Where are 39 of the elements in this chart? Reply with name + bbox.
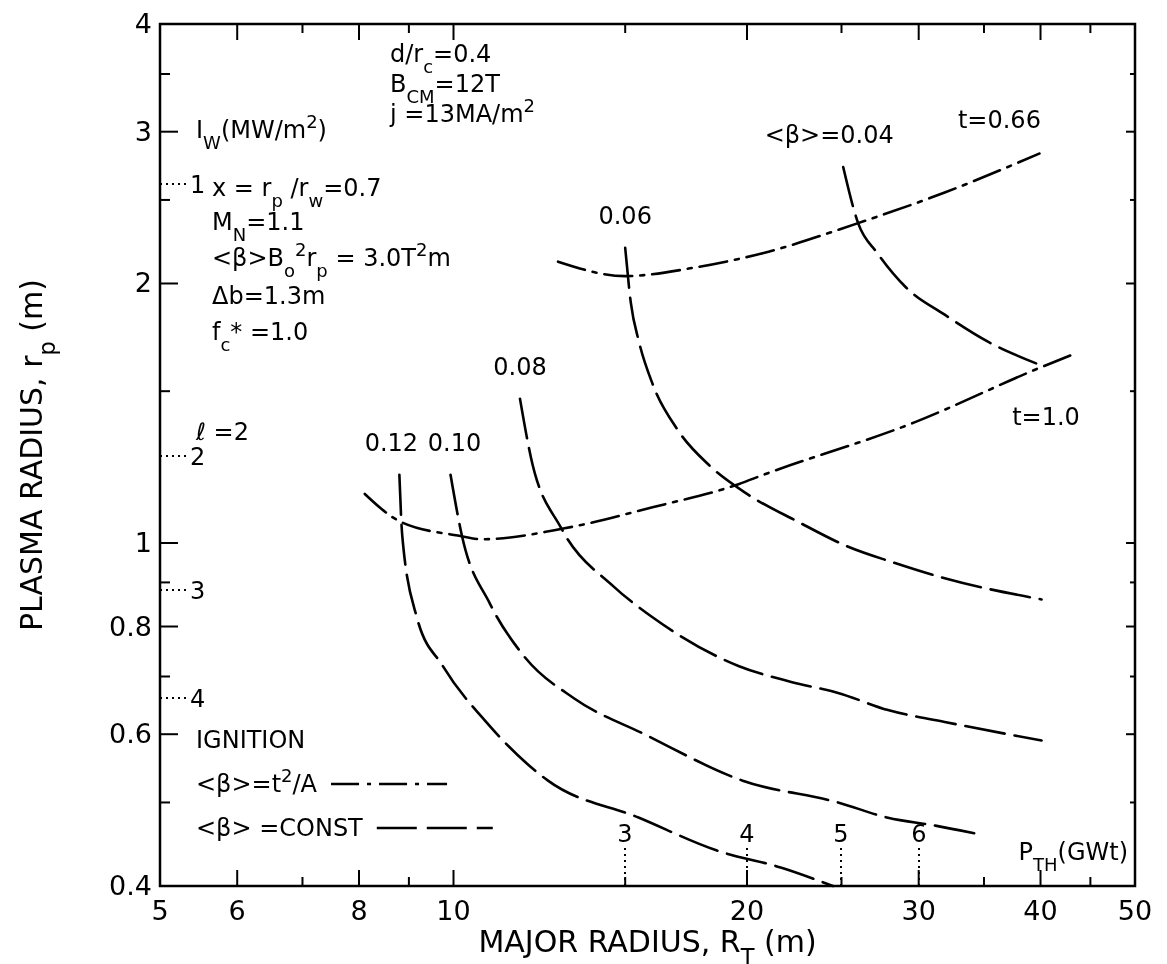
annotation: 4	[190, 685, 206, 713]
annotation: 6	[911, 820, 927, 848]
annotation: <β> =CONST	[196, 814, 364, 842]
x-tick-label: 8	[350, 895, 368, 926]
annotation: ℓ =2	[195, 418, 249, 446]
y-tick-label: 0.4	[109, 870, 152, 901]
x-tick-label: 20	[729, 895, 765, 926]
annotation: 5	[833, 820, 849, 848]
annotation: 4	[739, 820, 755, 848]
y-tick-label: 2	[134, 267, 152, 299]
x-tick-label: 10	[436, 895, 471, 926]
series-label: t=1.0	[1012, 403, 1080, 432]
y-tick-label: 1	[134, 526, 152, 558]
annotation: 1	[190, 171, 206, 199]
annotation: f$_{c}$* =1.0	[212, 318, 309, 355]
annotation: P$_{TH}$(GWt)	[1018, 838, 1128, 875]
annotation: 2	[190, 443, 206, 471]
series-label: <β>=0.04	[764, 121, 894, 149]
series-label: 0.06	[598, 201, 652, 230]
annotation: 3	[617, 820, 633, 848]
annotation: 3	[190, 577, 206, 605]
series-label: 0.12	[364, 428, 419, 457]
x-tick-label: 40	[1023, 895, 1058, 926]
x-tick-label: 5	[151, 895, 169, 926]
y-tick-label: 0.6	[109, 718, 152, 750]
annotation: Δb=1.3m	[212, 282, 326, 310]
y-tick-label: 0.8	[109, 610, 152, 642]
annotation: <β>=t$^{2}$/A	[196, 764, 318, 798]
x-tick-label: 6	[228, 895, 246, 926]
annotation: x = r$_{p}$ /r$_{w}$=0.7	[212, 174, 382, 211]
annotation: IGNITION	[196, 726, 306, 754]
x-tick-label: 30	[901, 895, 936, 926]
series-label: t=0.66	[957, 105, 1041, 134]
y-tick-label: 4	[134, 8, 152, 39]
x-tick-label: 50	[1117, 895, 1153, 926]
annotation: I$_{W}$(MW/m$^{2}$)	[196, 110, 327, 153]
series-label: 0.10	[427, 428, 482, 457]
y-tick-label: 3	[134, 115, 152, 147]
series-label: 0.08	[493, 352, 547, 381]
